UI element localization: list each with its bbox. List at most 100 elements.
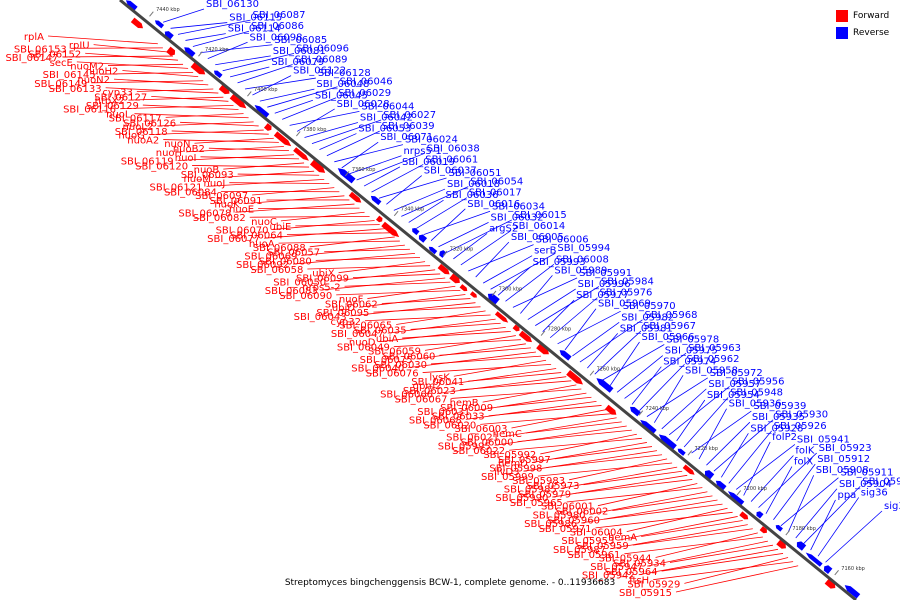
forward-gene-label[interactable]: SBI_05960 — [547, 515, 600, 526]
reverse-gene-label[interactable]: SBI_06019 — [402, 157, 455, 168]
forward-gene-label[interactable]: SBI_05999 — [481, 472, 534, 483]
forward-gene-label[interactable]: nuoB2 — [173, 144, 205, 155]
forward-gene-label[interactable]: lysK — [429, 372, 450, 383]
forward-gene-label[interactable]: SBI_05971 — [539, 524, 592, 535]
forward-gene-label[interactable]: SBI_06088 — [253, 243, 306, 254]
forward-gene-label[interactable]: SBI_05980 — [533, 510, 586, 521]
forward-gene-label[interactable]: SBI_06035 — [354, 325, 407, 336]
forward-gene-label[interactable]: SBI_06075 — [360, 355, 413, 366]
forward-gene-label[interactable]: SBI_06097 — [195, 191, 248, 202]
reverse-gene-label[interactable]: SBI_05969 — [598, 299, 651, 310]
reverse-gene-label[interactable]: SBI_05993 — [533, 257, 586, 268]
forward-gene-label[interactable]: hemB — [450, 398, 479, 409]
reverse-gene-label[interactable]: SBI_06017 — [469, 188, 522, 199]
forward-gene-label[interactable]: nuoG — [118, 131, 145, 142]
reverse-gene-label[interactable]: SBI_05967 — [643, 321, 696, 332]
forward-gene-label[interactable]: SBI_06022 — [452, 446, 505, 457]
forward-gene-label[interactable]: hemC — [493, 429, 522, 440]
reverse-gene-label[interactable]: SBI_05954 — [707, 390, 760, 401]
forward-gene-label[interactable]: SBI_05953 — [561, 536, 614, 547]
forward-gene-label[interactable]: ilvD3 — [494, 467, 520, 478]
forward-gene-label[interactable]: SBI_06004 — [570, 528, 623, 539]
forward-gene-label[interactable]: nuoJ — [204, 179, 226, 190]
reverse-gene-label[interactable]: SBI_06044 — [361, 101, 414, 112]
forward-gene-label[interactable]: SBI_06093 — [181, 170, 234, 181]
forward-gene-label[interactable]: SBI_06127 — [94, 92, 147, 103]
reverse-gene-label[interactable]: SBI_06114 — [228, 24, 281, 35]
forward-gene-label[interactable]: SBI_06095 — [316, 308, 369, 319]
reverse-gene-label[interactable]: SBI_06046 — [340, 77, 393, 88]
forward-gene-label[interactable]: SBI_05973 — [527, 481, 580, 492]
forward-gene-label[interactable]: SBI_06067 — [394, 394, 447, 405]
forward-gene-label[interactable]: hemA — [608, 533, 637, 544]
reverse-gene-label[interactable]: folP2 — [772, 432, 797, 443]
forward-gene-label[interactable]: SBI_06080 — [259, 256, 312, 267]
reverse-gene-label[interactable]: SBI_06038 — [427, 143, 480, 154]
reverse-gene-label[interactable]: SBI_06036 — [446, 190, 499, 201]
forward-gene-label[interactable]: hemD — [498, 459, 528, 470]
reverse-gene-label[interactable]: SBI_05966 — [642, 332, 695, 343]
forward-gene-label[interactable]: SBI_06083 — [265, 286, 318, 297]
forward-gene-label[interactable]: SBI_06070 — [216, 226, 269, 237]
reverse-gene-label[interactable]: SBI_06061 — [425, 154, 478, 165]
forward-gene-label[interactable]: SBI_06065 — [339, 320, 392, 331]
forward-gene-label[interactable]: SBI_06009 — [440, 403, 493, 414]
reverse-gene-label[interactable]: SBI_06079 — [271, 57, 324, 68]
forward-gene-label[interactable]: secE — [50, 58, 73, 69]
forward-gene-label[interactable]: SBI_06041 — [411, 377, 464, 388]
reverse-gene-label[interactable]: sig35 — [884, 501, 900, 512]
reverse-gene-label[interactable]: SBI_06045 — [315, 90, 368, 101]
forward-gene-label[interactable]: SBI_05987 — [553, 545, 606, 556]
reverse-gene-label[interactable]: SBI_05936 — [729, 399, 782, 410]
forward-gene-label[interactable]: SBI_06118 — [115, 127, 168, 138]
reverse-gene-label[interactable]: SBI_05978 — [666, 334, 719, 345]
reverse-gene-label[interactable]: nrps5-1 — [403, 146, 441, 157]
forward-gene-label[interactable]: SBI_05959 — [576, 541, 629, 552]
forward-gene-label[interactable]: cyp32 — [331, 317, 362, 328]
forward-gene-label[interactable]: SBI_06152 — [28, 49, 81, 60]
forward-gene-label[interactable]: SBI_06090 — [279, 291, 332, 302]
forward-gene-label[interactable]: SBI_05983 — [512, 476, 565, 487]
reverse-gene-label[interactable]: SBI_06054 — [470, 177, 523, 188]
forward-gene-label[interactable]: SBI_05990 — [495, 493, 548, 504]
reverse-gene-label[interactable]: SBI_05904 — [839, 479, 892, 490]
forward-gene-label[interactable]: SBI_05997 — [498, 455, 551, 466]
reverse-gene-label[interactable]: SBI_05958 — [685, 365, 738, 376]
reverse-gene-label[interactable]: SBI_06015 — [514, 210, 567, 221]
forward-gene-label[interactable]: SBI_05915 — [619, 588, 672, 599]
reverse-gene-label[interactable]: SBI_05956 — [732, 376, 785, 387]
reverse-gene-label[interactable]: SBI_05996 — [578, 279, 631, 290]
forward-gene-label[interactable]: SBI_06050 — [273, 277, 326, 288]
reverse-gene-label[interactable]: SBI_05977 — [576, 290, 629, 301]
reverse-gene-label[interactable]: SBI_05972 — [710, 368, 763, 379]
reverse-gene-label[interactable]: SBI_06098 — [250, 32, 303, 43]
forward-gene-label[interactable]: SBI_06064 — [230, 230, 283, 241]
forward-gene-label[interactable]: SBI_06058 — [250, 265, 303, 276]
forward-gene-label[interactable]: SBI_06047 — [331, 329, 384, 340]
forward-gene-label[interactable]: SBI_06120 — [135, 161, 188, 172]
forward-gene-label[interactable]: SBI_06153 — [14, 44, 67, 55]
forward-gene-label[interactable]: nuoL — [106, 110, 131, 121]
reverse-gene-label[interactable]: SBI_06087 — [253, 10, 306, 21]
reverse-gene-label[interactable]: serB — [534, 246, 556, 257]
reverse-gene-label[interactable]: argS2 — [489, 223, 518, 234]
reverse-gene-label[interactable]: SBI_06085 — [274, 35, 327, 46]
reverse-gene-label[interactable]: SBI_05935 — [752, 412, 805, 423]
reverse-gene-label[interactable]: SBI_05976 — [599, 288, 652, 299]
forward-gene-label[interactable]: SBI_06066 — [380, 390, 433, 401]
reverse-gene-label[interactable]: SBI_05930 — [775, 410, 828, 421]
forward-gene-label[interactable]: nuoM2 — [70, 62, 104, 73]
reverse-gene-label[interactable]: SBI_05991 — [579, 268, 632, 279]
forward-gene-label[interactable]: SBI_05944 — [599, 553, 652, 564]
forward-gene-label[interactable]: SBI_06129 — [86, 101, 139, 112]
forward-gene-label[interactable]: SBI_06082 — [193, 213, 246, 224]
forward-gene-label[interactable]: SBI_05965 — [510, 498, 563, 509]
reverse-gene-label[interactable]: SBI_05975 — [665, 346, 718, 357]
reverse-gene-label[interactable]: SBI_05912 — [817, 454, 870, 465]
forward-gene-label[interactable]: SBI_06069 — [244, 251, 297, 262]
forward-gene-label[interactable]: SBI_06084 — [164, 187, 217, 198]
reverse-gene-label[interactable]: SBI_05981 — [620, 323, 673, 334]
forward-gene-label[interactable]: cyp33 — [102, 87, 133, 98]
forward-gene-label[interactable]: SBI_06021 — [446, 433, 499, 444]
reverse-gene-label[interactable]: SBI_06024 — [405, 135, 458, 146]
